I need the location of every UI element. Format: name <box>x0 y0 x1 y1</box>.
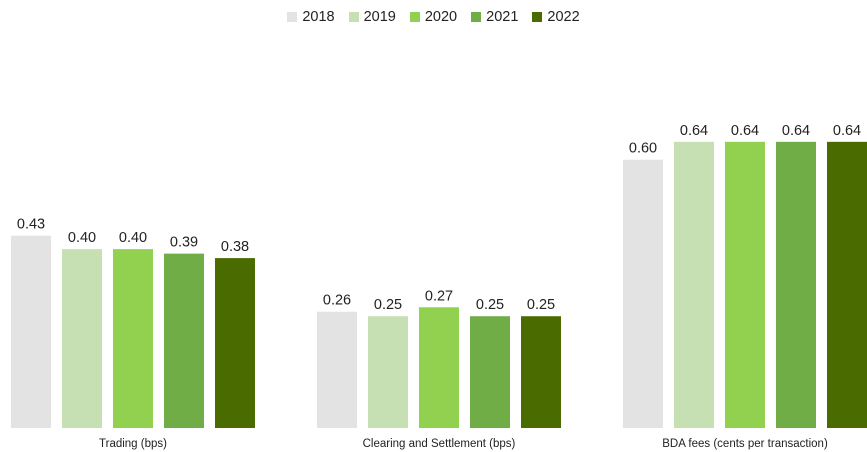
bar <box>164 254 204 428</box>
bar <box>113 249 153 428</box>
bar <box>11 236 51 428</box>
data-label: 0.25 <box>476 297 504 313</box>
bar <box>827 142 867 428</box>
bar <box>776 142 816 428</box>
data-label: 0.40 <box>119 230 147 246</box>
bar <box>470 316 510 428</box>
bar <box>317 312 357 428</box>
bar <box>623 160 663 428</box>
data-label: 0.64 <box>782 123 810 139</box>
category-label: BDA fees (cents per transaction) <box>662 438 828 450</box>
data-label: 0.40 <box>68 230 96 246</box>
data-label: 0.64 <box>731 123 759 139</box>
data-label: 0.38 <box>221 239 249 255</box>
data-label: 0.39 <box>170 235 198 251</box>
bar <box>725 142 765 428</box>
category-label: Clearing and Settlement (bps) <box>363 438 516 450</box>
data-label: 0.25 <box>527 297 555 313</box>
data-label: 0.64 <box>680 123 708 139</box>
data-label: 0.43 <box>17 217 45 233</box>
bar <box>521 316 561 428</box>
data-label: 0.64 <box>833 123 861 139</box>
category-label: Trading (bps) <box>99 438 167 450</box>
bar <box>215 258 255 428</box>
bar <box>62 249 102 428</box>
bar <box>674 142 714 428</box>
bar <box>368 316 408 428</box>
data-label: 0.25 <box>374 297 402 313</box>
data-label: 0.27 <box>425 288 453 304</box>
data-label: 0.26 <box>323 293 351 309</box>
data-label: 0.60 <box>629 141 657 157</box>
bar <box>419 307 459 428</box>
